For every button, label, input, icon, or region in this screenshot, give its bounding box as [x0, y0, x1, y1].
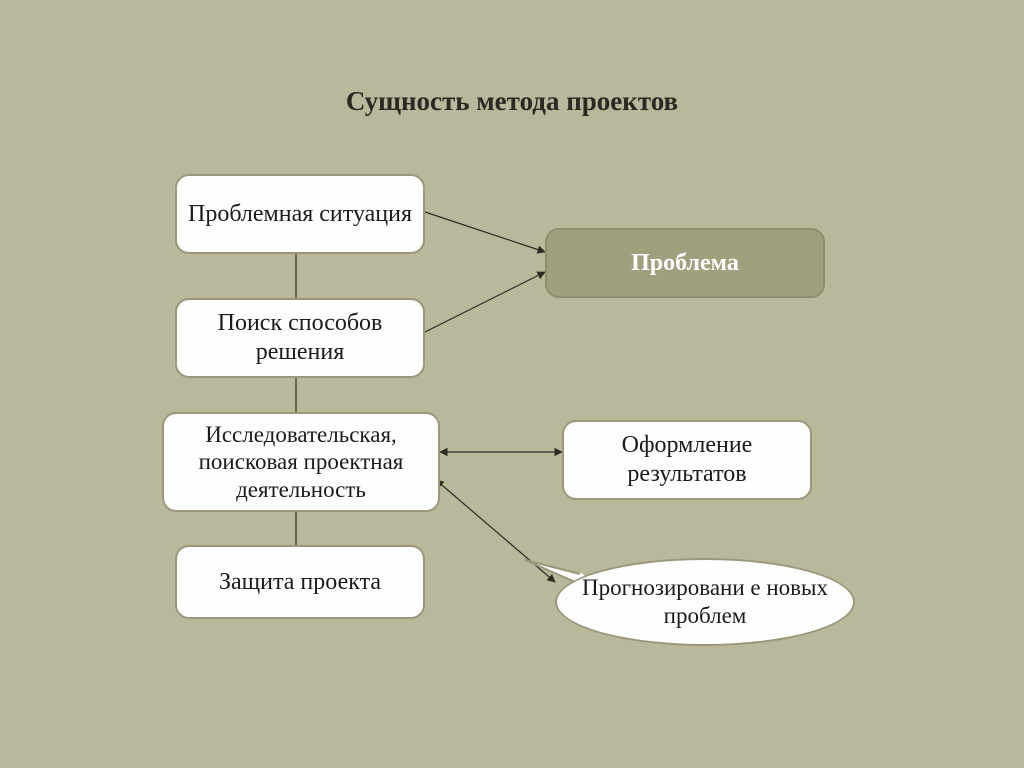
slide-canvas: Сущность метода проектов Проблемная ситу… [0, 0, 1024, 768]
node-project-defense: Защита проекта [175, 545, 425, 619]
node-problem: Проблема [545, 228, 825, 298]
node-search-solutions: Поиск способов решения [175, 298, 425, 378]
node-results-design: Оформление результатов [562, 420, 812, 500]
node-problem-situation: Проблемная ситуация [175, 174, 425, 254]
callout-label: Прогнозировани е новых проблем [577, 574, 833, 629]
callout-forecast-problems: Прогнозировани е новых проблем [555, 558, 855, 646]
node-label: Исследовательская, поисковая проектная д… [174, 421, 428, 504]
slide-title: Сущность метода проектов [0, 86, 1024, 117]
node-label: Проблемная ситуация [188, 200, 412, 229]
node-label: Оформление результатов [574, 431, 800, 489]
node-research-activity: Исследовательская, поисковая проектная д… [162, 412, 440, 512]
node-label: Проблема [631, 249, 739, 278]
node-label: Поиск способов решения [187, 309, 413, 367]
node-label: Защита проекта [219, 568, 381, 597]
